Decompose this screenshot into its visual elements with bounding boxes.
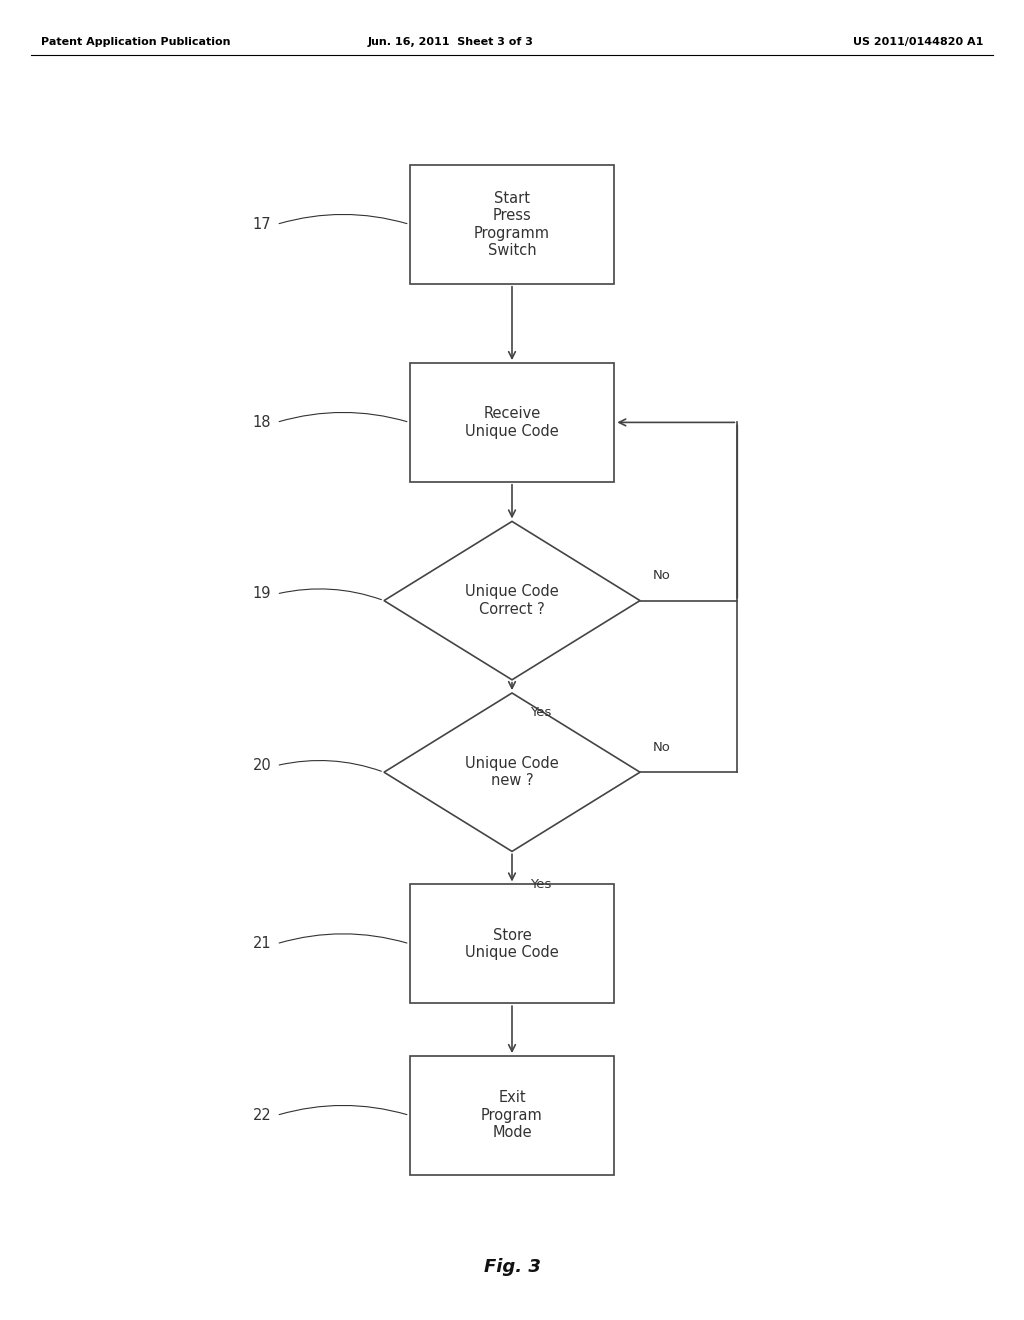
Text: Jun. 16, 2011  Sheet 3 of 3: Jun. 16, 2011 Sheet 3 of 3 [368, 37, 534, 48]
Text: 20: 20 [253, 758, 271, 774]
Text: Store
Unique Code: Store Unique Code [465, 928, 559, 960]
Text: Fig. 3: Fig. 3 [483, 1258, 541, 1276]
Text: Receive
Unique Code: Receive Unique Code [465, 407, 559, 438]
Bar [410, 165, 614, 284]
Text: No: No [652, 569, 670, 582]
Text: Yes: Yes [530, 878, 552, 891]
Bar [410, 363, 614, 482]
Text: No: No [652, 741, 670, 754]
Text: 19: 19 [253, 586, 271, 602]
Text: 22: 22 [253, 1107, 271, 1123]
Text: 18: 18 [253, 414, 271, 430]
Bar [410, 1056, 614, 1175]
Text: Exit
Program
Mode: Exit Program Mode [481, 1090, 543, 1140]
Text: Yes: Yes [530, 706, 552, 719]
Text: 21: 21 [253, 936, 271, 952]
Polygon shape [384, 521, 640, 680]
Text: 17: 17 [253, 216, 271, 232]
Polygon shape [384, 693, 640, 851]
Text: Start
Press
Programm
Switch: Start Press Programm Switch [474, 191, 550, 257]
Text: Unique Code
new ?: Unique Code new ? [465, 756, 559, 788]
Text: Patent Application Publication: Patent Application Publication [41, 37, 230, 48]
Bar [410, 884, 614, 1003]
Text: Unique Code
Correct ?: Unique Code Correct ? [465, 585, 559, 616]
Text: US 2011/0144820 A1: US 2011/0144820 A1 [853, 37, 983, 48]
